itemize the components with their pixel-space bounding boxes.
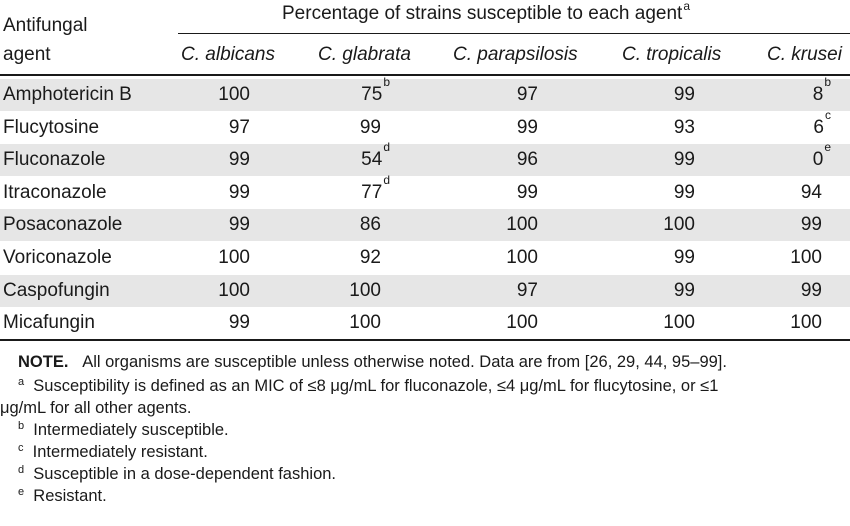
susceptibility-value: 99 [360, 112, 381, 144]
susceptibility-value: 99 [229, 209, 250, 241]
susceptibility-value: 100 [790, 242, 822, 274]
note-line: NOTE. All organisms are susceptible unle… [18, 351, 727, 373]
footnote-line: a Susceptibility is defined as an MIC of… [18, 375, 718, 399]
susceptibility-value: 99 [674, 242, 695, 274]
susceptibility-value: 99 [517, 177, 538, 209]
susceptibility-value: 100 [218, 79, 250, 111]
susceptibility-value: 100 [218, 275, 250, 307]
table-row: Caspofungin 100 100 97 99 99 [0, 275, 850, 307]
table-row: Voriconazole 100 92 100 99 100 [0, 242, 850, 274]
col-header-glabrata: C. glabrata [318, 44, 411, 66]
table-bottom-rule [0, 339, 850, 341]
agent-header-line2: agent [3, 44, 51, 66]
header-bottom-rule [0, 74, 850, 76]
susceptibility-value: 92 [360, 242, 381, 274]
table-row: Flucytosine 97 99 99 93 6c [0, 112, 850, 144]
agent-name: Micafungin [3, 307, 95, 339]
table-row: Amphotericin B 100 75b 97 99 8b [0, 79, 850, 111]
footnote-text: Susceptibility is defined as an MIC of ≤… [33, 377, 718, 395]
footnote-text: μg/mL for all other agents. [0, 399, 191, 417]
susceptibility-value: 100 [790, 307, 822, 339]
susceptibility-value: 99 [801, 209, 822, 241]
footnote-line: d Susceptible in a dose-dependent fashio… [18, 463, 336, 487]
susceptibility-value: 99 [229, 307, 250, 339]
susceptibility-value: 96 [517, 144, 538, 176]
susceptibility-value: 0e [813, 144, 831, 176]
col-header-albicans: C. albicans [181, 44, 275, 66]
table-row: Posaconazole 99 86 100 100 99 [0, 209, 850, 241]
footnote-mark: c [18, 442, 24, 454]
col-header-krusei: C. krusei [767, 44, 842, 66]
susceptibility-value: 86 [360, 209, 381, 241]
susceptibility-value: 99 [674, 144, 695, 176]
footnote-text: Intermediately resistant. [33, 443, 208, 461]
susceptibility-value: 99 [801, 275, 822, 307]
agent-name: Voriconazole [3, 242, 112, 274]
susceptibility-value: 100 [663, 209, 695, 241]
agent-name: Caspofungin [3, 275, 110, 307]
susceptibility-value: 100 [663, 307, 695, 339]
susceptibility-value: 54d [361, 144, 390, 176]
susceptibility-value: 75b [361, 79, 390, 111]
table-row: Micafungin 99 100 100 100 100 [0, 307, 850, 339]
value-footnote-mark: d [383, 140, 390, 154]
agent-name: Posaconazole [3, 209, 122, 241]
footnote-text: Intermediately susceptible. [33, 421, 228, 439]
col-header-parapsilosis: C. parapsilosis [453, 44, 578, 66]
note-key: NOTE. [18, 353, 68, 371]
susceptibility-value: 100 [506, 307, 538, 339]
value-footnote-mark: d [383, 173, 390, 187]
susceptibility-value: 100 [506, 242, 538, 274]
susceptibility-value: 99 [674, 275, 695, 307]
footnote-line: c Intermediately resistant. [18, 441, 208, 465]
susceptibility-value: 99 [674, 177, 695, 209]
value-footnote-mark: b [824, 75, 831, 89]
footnote-mark: d [18, 464, 24, 476]
footnote-mark: b [18, 420, 24, 432]
agent-name: Amphotericin B [3, 79, 132, 111]
footnote-text: Resistant. [33, 487, 106, 505]
agent-name: Fluconazole [3, 144, 105, 176]
footnote-line: μg/mL for all other agents. [0, 397, 191, 419]
note-text: All organisms are susceptible unless oth… [82, 353, 727, 371]
agent-name: Itraconazole [3, 177, 107, 209]
susceptibility-value: 99 [517, 112, 538, 144]
susceptibility-value: 99 [229, 144, 250, 176]
table-row: Itraconazole 99 77d 99 99 94 [0, 177, 850, 209]
susceptibility-value: 6c [813, 112, 831, 144]
susceptibility-value: 77d [361, 177, 390, 209]
susceptibility-value: 93 [674, 112, 695, 144]
susceptibility-value: 100 [218, 242, 250, 274]
group-underline [178, 33, 850, 34]
agent-name: Flucytosine [3, 112, 99, 144]
susceptibility-value: 94 [801, 177, 822, 209]
footnote-line: e Resistant. [18, 485, 107, 509]
footnote-line: b Intermediately susceptible. [18, 419, 229, 443]
susceptibility-value: 100 [349, 275, 381, 307]
susceptibility-value: 8b [813, 79, 831, 111]
susceptibility-value: 100 [349, 307, 381, 339]
value-footnote-mark: e [824, 140, 831, 154]
susceptibility-value: 100 [506, 209, 538, 241]
group-header-label: Percentage of strains susceptible to eac… [282, 3, 682, 24]
value-footnote-mark: c [825, 108, 831, 122]
table-row: Fluconazole 99 54d 96 99 0e [0, 144, 850, 176]
agent-header-line1: Antifungal [3, 15, 88, 37]
value-footnote-mark: b [383, 75, 390, 89]
susceptibility-value: 99 [674, 79, 695, 111]
susceptibility-value: 97 [517, 79, 538, 111]
footnote-mark: e [18, 486, 24, 498]
susceptibility-value: 97 [229, 112, 250, 144]
susceptibility-value: 97 [517, 275, 538, 307]
group-header-footnote: a [683, 0, 690, 13]
susceptibility-value: 99 [229, 177, 250, 209]
footnote-text: Susceptible in a dose-dependent fashion. [33, 465, 336, 483]
footnote-mark: a [18, 376, 24, 388]
group-header: Percentage of strains susceptible to eac… [282, 3, 690, 25]
col-header-tropicalis: C. tropicalis [622, 44, 721, 66]
